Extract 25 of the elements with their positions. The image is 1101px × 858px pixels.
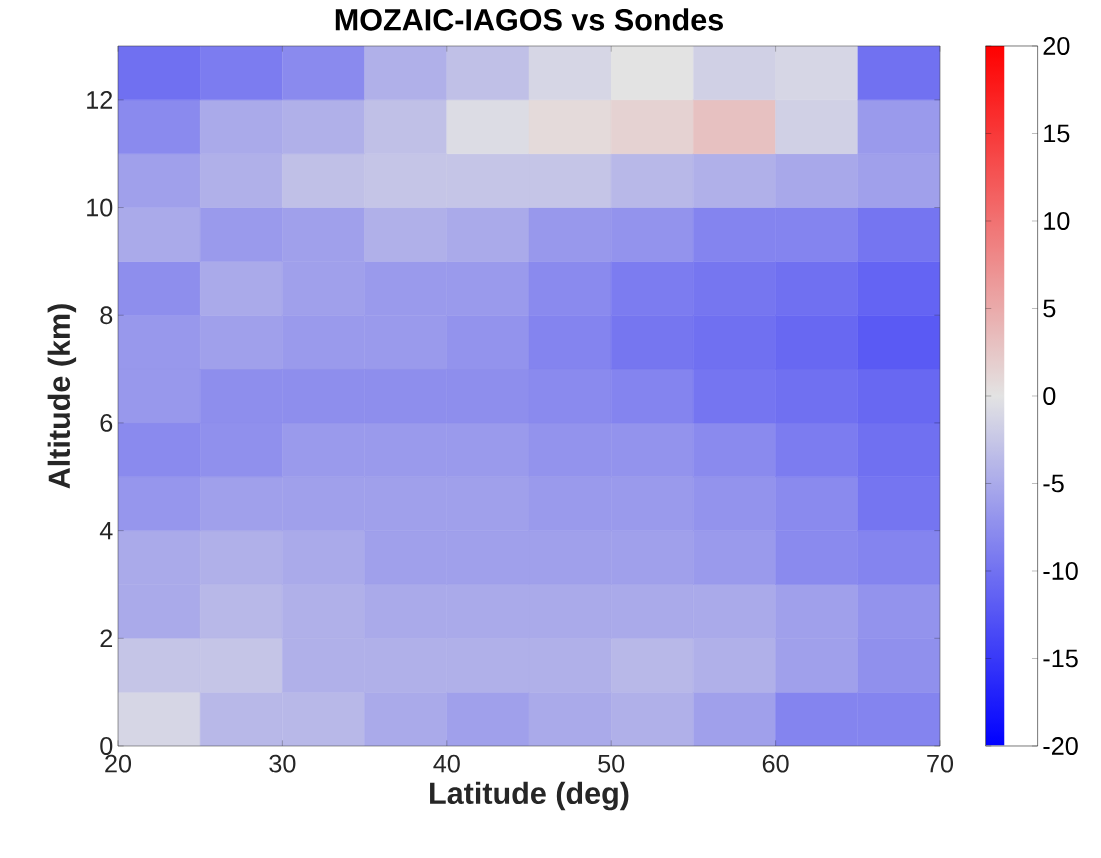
color-bar-label: 20	[1043, 37, 1070, 55]
x-axis-title: Latitude (deg)	[430, 781, 629, 811]
y-tick-label: 12	[87, 91, 113, 109]
y-axis-title: Altitude (km)	[47, 304, 77, 489]
color-bar-label: 15	[1044, 124, 1070, 143]
color-bar-label: -20	[1043, 737, 1078, 755]
x-tick-label: 40	[433, 754, 460, 773]
y-tick-label: 2	[100, 629, 113, 648]
y-tick-label: 10	[87, 198, 113, 217]
x-tick-label: 60	[762, 754, 789, 773]
y-tick-label: 8	[100, 306, 113, 325]
x-tick-label: 50	[598, 754, 625, 773]
color-bar-label: 10	[1044, 212, 1070, 230]
x-tick-label: 20	[105, 754, 132, 773]
x-tick-label: 30	[269, 754, 296, 773]
color-bar-label: -15	[1043, 649, 1078, 668]
y-tick-label: 0	[100, 737, 113, 755]
y-tick-label: 4	[99, 521, 113, 540]
color-bar-label: 5	[1043, 299, 1056, 318]
color-bar-label: -10	[1043, 562, 1078, 580]
chart-title: MOZAIC-IAGOS vs Sondes	[335, 8, 723, 31]
color-bar-label: -5	[1043, 474, 1064, 493]
x-tick-label: 70	[927, 754, 954, 773]
color-bar-label: 0	[1043, 387, 1056, 405]
y-tick-label: 6	[100, 413, 113, 432]
